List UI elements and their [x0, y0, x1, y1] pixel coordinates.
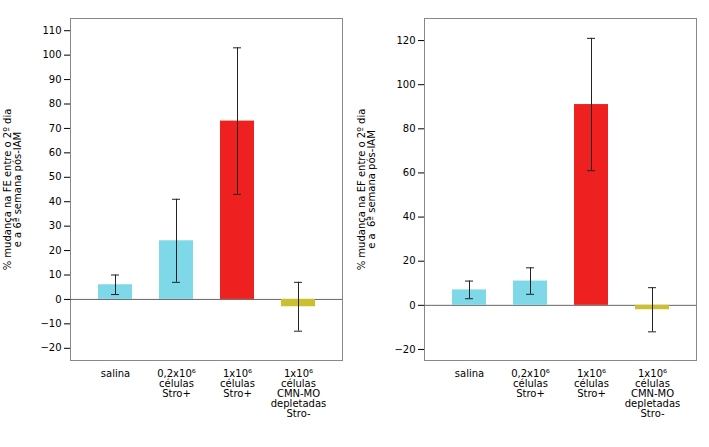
svg-text:1x10⁶célulasCMN-MOdepletadasSt: 1x10⁶célulasCMN-MOdepletadasStro- — [271, 368, 327, 419]
svg-text:−10: −10 — [40, 318, 61, 329]
svg-text:120: 120 — [396, 35, 415, 46]
svg-text:salina: salina — [101, 368, 130, 379]
svg-text:60: 60 — [49, 147, 62, 158]
svg-text:50: 50 — [49, 171, 62, 182]
svg-text:0,2x10⁶célulasStro+: 0,2x10⁶célulasStro+ — [511, 368, 550, 399]
svg-text:% mudança na EF entre o 2º dia: % mudança na EF entre o 2º diae a 6ª sem… — [356, 109, 377, 271]
svg-text:70: 70 — [49, 123, 62, 134]
svg-text:1x10⁶célulasStro+: 1x10⁶célulasStro+ — [220, 368, 255, 399]
svg-text:−20: −20 — [394, 344, 415, 355]
svg-text:0: 0 — [55, 294, 61, 305]
svg-text:−20: −20 — [40, 342, 61, 353]
svg-text:90: 90 — [49, 74, 62, 85]
svg-text:80: 80 — [403, 123, 416, 134]
svg-text:100: 100 — [42, 49, 61, 60]
svg-text:60: 60 — [403, 167, 416, 178]
svg-text:100: 100 — [396, 79, 415, 90]
svg-text:0,2x10⁶célulasStro+: 0,2x10⁶célulasStro+ — [157, 368, 196, 399]
svg-text:1x10⁶célulasCMN-MOdepletadasSt: 1x10⁶célulasCMN-MOdepletadasStro- — [625, 368, 681, 419]
svg-text:20: 20 — [49, 245, 62, 256]
svg-text:80: 80 — [49, 98, 62, 109]
svg-text:salina: salina — [455, 368, 484, 379]
svg-text:0: 0 — [409, 300, 415, 311]
svg-text:30: 30 — [49, 220, 62, 231]
svg-text:40: 40 — [403, 211, 416, 222]
svg-text:40: 40 — [49, 196, 62, 207]
svg-text:1x10⁶célulasStro+: 1x10⁶célulasStro+ — [574, 368, 609, 399]
svg-text:20: 20 — [403, 255, 416, 266]
svg-text:110: 110 — [42, 25, 61, 36]
svg-text:10: 10 — [49, 269, 62, 280]
svg-text:% mudança na FE entre o 2º dia: % mudança na FE entre o 2º diae a 6ª sem… — [2, 109, 23, 271]
